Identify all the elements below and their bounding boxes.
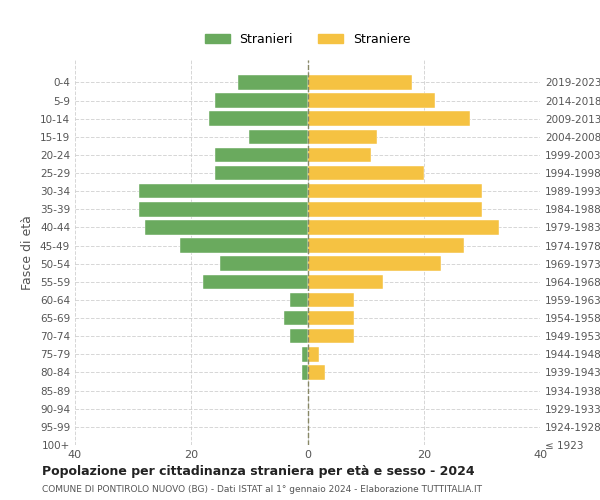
Bar	[250, 130, 308, 144]
Bar	[139, 202, 308, 216]
Bar	[308, 94, 436, 108]
Legend: Stranieri, Straniere: Stranieri, Straniere	[199, 28, 415, 50]
Text: Popolazione per cittadinanza straniera per età e sesso - 2024: Popolazione per cittadinanza straniera p…	[42, 465, 475, 478]
Y-axis label: Fasce di età: Fasce di età	[22, 215, 34, 290]
Bar	[308, 75, 412, 90]
Bar	[308, 130, 377, 144]
Bar	[302, 365, 308, 380]
Bar	[308, 166, 424, 180]
Bar	[215, 148, 308, 162]
Bar	[220, 256, 308, 271]
Bar	[308, 347, 319, 362]
Bar	[308, 148, 371, 162]
Bar	[290, 329, 308, 344]
Bar	[302, 347, 308, 362]
Text: COMUNE DI PONTIROLO NUOVO (BG) - Dati ISTAT al 1° gennaio 2024 - Elaborazione TU: COMUNE DI PONTIROLO NUOVO (BG) - Dati IS…	[42, 485, 482, 494]
Bar	[308, 329, 354, 344]
Bar	[215, 166, 308, 180]
Bar	[308, 274, 383, 289]
Bar	[179, 238, 308, 253]
Bar	[215, 94, 308, 108]
Bar	[308, 184, 482, 198]
Bar	[209, 112, 308, 126]
Bar	[238, 75, 308, 90]
Bar	[308, 220, 499, 234]
Bar	[308, 311, 354, 326]
Bar	[308, 365, 325, 380]
Bar	[308, 292, 354, 307]
Bar	[308, 238, 464, 253]
Bar	[139, 184, 308, 198]
Bar	[203, 274, 308, 289]
Bar	[308, 256, 441, 271]
Bar	[284, 311, 308, 326]
Bar	[145, 220, 308, 234]
Bar	[308, 112, 470, 126]
Bar	[308, 202, 482, 216]
Bar	[290, 292, 308, 307]
